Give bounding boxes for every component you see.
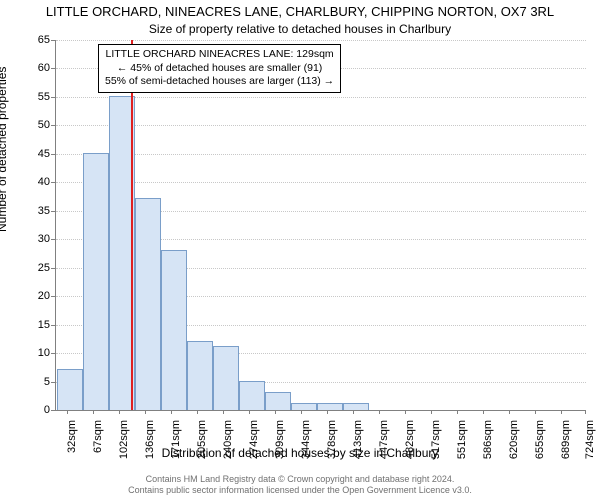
credits-line-1: Contains HM Land Registry data © Crown c… [0,474,600,485]
y-tick-label: 55 [20,91,50,103]
x-tick-label: 586sqm [482,420,494,470]
credits-line-2: Contains public sector information licen… [0,485,600,496]
x-tick-mark [509,410,510,414]
x-tick-mark [353,410,354,414]
y-tick-label: 20 [20,290,50,302]
histogram-bar [343,403,369,410]
x-tick-mark [145,410,146,414]
gridline [56,40,586,41]
info-line-2: ← 45% of detached houses are smaller (91… [105,62,334,76]
x-tick-mark [431,410,432,414]
x-tick-label: 344sqm [300,420,312,470]
y-tick-mark [51,325,55,326]
y-tick-label: 65 [20,34,50,46]
x-tick-label: 724sqm [584,420,596,470]
x-tick-label: 517sqm [430,420,442,470]
x-tick-mark [171,410,172,414]
chart-container: LITTLE ORCHARD, NINEACRES LANE, CHARLBUR… [0,0,600,500]
y-tick-label: 15 [20,319,50,331]
x-tick-mark [535,410,536,414]
histogram-bar [291,403,317,410]
histogram-bar [161,250,187,410]
y-tick-mark [51,410,55,411]
x-tick-mark [119,410,120,414]
y-tick-label: 30 [20,233,50,245]
gridline [56,154,586,155]
y-tick-mark [51,40,55,41]
histogram-bar [265,392,291,410]
x-tick-label: 171sqm [170,420,182,470]
x-tick-label: 67sqm [92,420,104,470]
x-tick-label: 32sqm [66,420,78,470]
gridline [56,182,586,183]
y-tick-label: 40 [20,176,50,188]
y-tick-label: 60 [20,62,50,74]
histogram-bar [135,198,161,410]
x-tick-mark [249,410,250,414]
y-tick-mark [51,211,55,212]
histogram-bar [57,369,83,410]
y-tick-mark [51,353,55,354]
x-tick-mark [275,410,276,414]
x-tick-label: 655sqm [534,420,546,470]
x-tick-mark [301,410,302,414]
x-tick-mark [93,410,94,414]
info-line-3: 55% of semi-detached houses are larger (… [105,75,334,89]
plot-area [55,40,586,411]
y-tick-mark [51,296,55,297]
x-tick-mark [483,410,484,414]
y-tick-mark [51,68,55,69]
info-line-1: LITTLE ORCHARD NINEACRES LANE: 129sqm [105,48,334,62]
x-tick-label: 689sqm [560,420,572,470]
x-tick-label: 551sqm [456,420,468,470]
x-tick-label: 205sqm [196,420,208,470]
x-tick-mark [405,410,406,414]
histogram-bar [83,153,109,410]
property-info-box: LITTLE ORCHARD NINEACRES LANE: 129sqm ← … [98,44,341,93]
x-tick-label: 413sqm [352,420,364,470]
credits-block: Contains HM Land Registry data © Crown c… [0,474,600,497]
histogram-bar [213,346,239,410]
histogram-bar [187,341,213,410]
y-tick-label: 5 [20,376,50,388]
x-tick-label: 309sqm [274,420,286,470]
x-tick-mark [585,410,586,414]
x-tick-label: 136sqm [144,420,156,470]
x-tick-mark [561,410,562,414]
y-tick-label: 45 [20,148,50,160]
y-tick-label: 35 [20,205,50,217]
x-tick-mark [67,410,68,414]
y-tick-mark [51,97,55,98]
y-tick-mark [51,182,55,183]
histogram-bar [239,381,265,410]
x-tick-label: 274sqm [248,420,260,470]
y-tick-mark [51,382,55,383]
property-marker-line [131,40,133,410]
x-tick-label: 482sqm [404,420,416,470]
x-tick-mark [197,410,198,414]
y-tick-mark [51,268,55,269]
y-axis-label: Number of detached properties [0,67,9,232]
x-tick-label: 620sqm [508,420,520,470]
y-tick-label: 50 [20,119,50,131]
y-tick-mark [51,239,55,240]
y-tick-label: 25 [20,262,50,274]
histogram-bar [317,403,343,410]
gridline [56,97,586,98]
y-tick-label: 0 [20,404,50,416]
x-tick-mark [457,410,458,414]
y-tick-mark [51,154,55,155]
x-tick-label: 102sqm [118,420,130,470]
x-tick-mark [379,410,380,414]
gridline [56,125,586,126]
x-tick-mark [223,410,224,414]
x-tick-label: 447sqm [378,420,390,470]
x-tick-label: 240sqm [222,420,234,470]
x-tick-mark [327,410,328,414]
chart-subtitle: Size of property relative to detached ho… [0,22,600,36]
chart-title: LITTLE ORCHARD, NINEACRES LANE, CHARLBUR… [0,4,600,19]
y-tick-label: 10 [20,347,50,359]
x-tick-label: 378sqm [326,420,338,470]
y-tick-mark [51,125,55,126]
